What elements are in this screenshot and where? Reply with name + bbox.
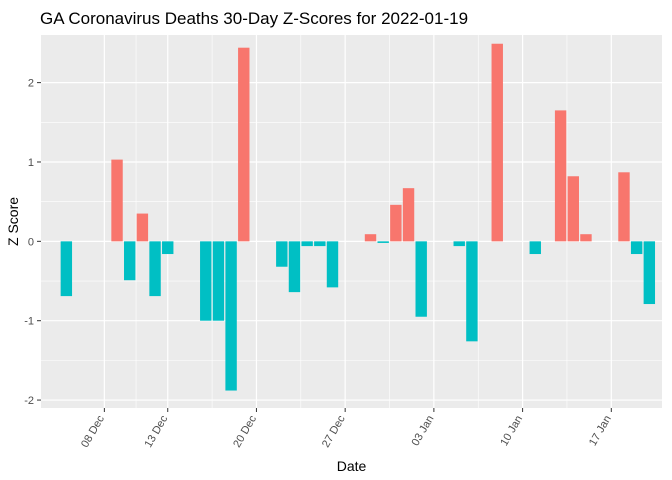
bar [415, 241, 427, 317]
bar [149, 241, 161, 297]
bar [554, 110, 567, 242]
bar [326, 241, 339, 288]
bar [453, 241, 465, 247]
bar [491, 43, 503, 242]
bar [225, 241, 237, 391]
bar [314, 241, 326, 247]
y-axis-title: Z Score [5, 197, 21, 246]
bar [288, 241, 301, 293]
bar [162, 241, 174, 255]
bars [60, 43, 656, 391]
bar [301, 241, 313, 247]
x-tick-label: 13 Dec [143, 413, 171, 450]
bar [276, 241, 288, 267]
chart-title: GA Coronavirus Deaths 30-Day Z-Scores fo… [40, 9, 468, 28]
bar [390, 204, 402, 242]
bar [567, 176, 579, 242]
bar [111, 159, 123, 242]
x-tick-label: 17 Jan [587, 414, 614, 449]
bar [212, 241, 225, 321]
bar [580, 234, 592, 242]
bar [136, 213, 149, 242]
x-tick-label: 08 Dec [79, 413, 107, 450]
bar [630, 241, 643, 255]
x-tick-label: 10 Jan [498, 414, 525, 449]
bar [238, 47, 250, 242]
x-tick-label: 20 Dec [231, 413, 259, 450]
bar [200, 241, 212, 321]
y-tick-label: -2 [24, 395, 34, 407]
grid-lines [41, 35, 662, 408]
bar [402, 188, 415, 242]
bar [60, 241, 73, 297]
bar [466, 241, 478, 342]
bar [618, 172, 630, 242]
y-tick-label: 1 [28, 157, 34, 169]
bar [377, 241, 389, 243]
x-tick-label: 03 Jan [410, 414, 437, 449]
bar [364, 234, 377, 242]
y-tick-label: 2 [28, 78, 34, 90]
bar [529, 241, 541, 255]
x-axis-title: Date [337, 458, 367, 474]
y-tick-label: -1 [24, 316, 34, 328]
bar [124, 241, 136, 281]
x-tick-label: 27 Dec [320, 413, 348, 450]
bar [643, 241, 656, 305]
y-tick-label: 0 [28, 236, 34, 248]
